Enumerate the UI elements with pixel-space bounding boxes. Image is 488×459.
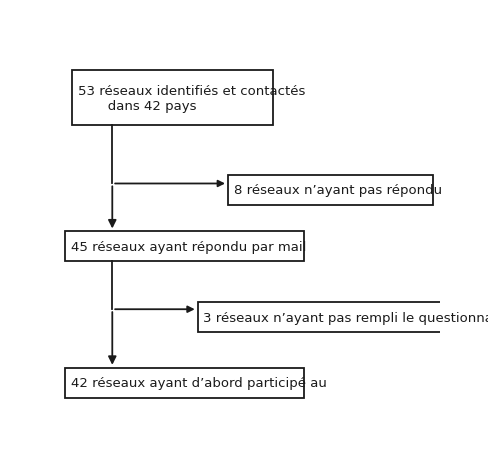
Text: 3 réseaux n’ayant pas rempli le questionnaire: 3 réseaux n’ayant pas rempli le question… (203, 311, 488, 324)
Bar (65, 368, 303, 398)
Bar (65, 232, 303, 262)
Bar (197, 302, 447, 332)
Text: 8 réseaux n’ayant pas répondu: 8 réseaux n’ayant pas répondu (233, 184, 441, 197)
Bar (227, 175, 432, 205)
Text: 53 réseaux identifiés et contactés
       dans 42 pays: 53 réseaux identifiés et contactés dans … (78, 84, 305, 112)
Text: 42 réseaux ayant d’abord participé au: 42 réseaux ayant d’abord participé au (70, 376, 326, 389)
Text: 45 réseaux ayant répondu par mail: 45 réseaux ayant répondu par mail (70, 241, 305, 253)
Bar (72, 71, 273, 126)
